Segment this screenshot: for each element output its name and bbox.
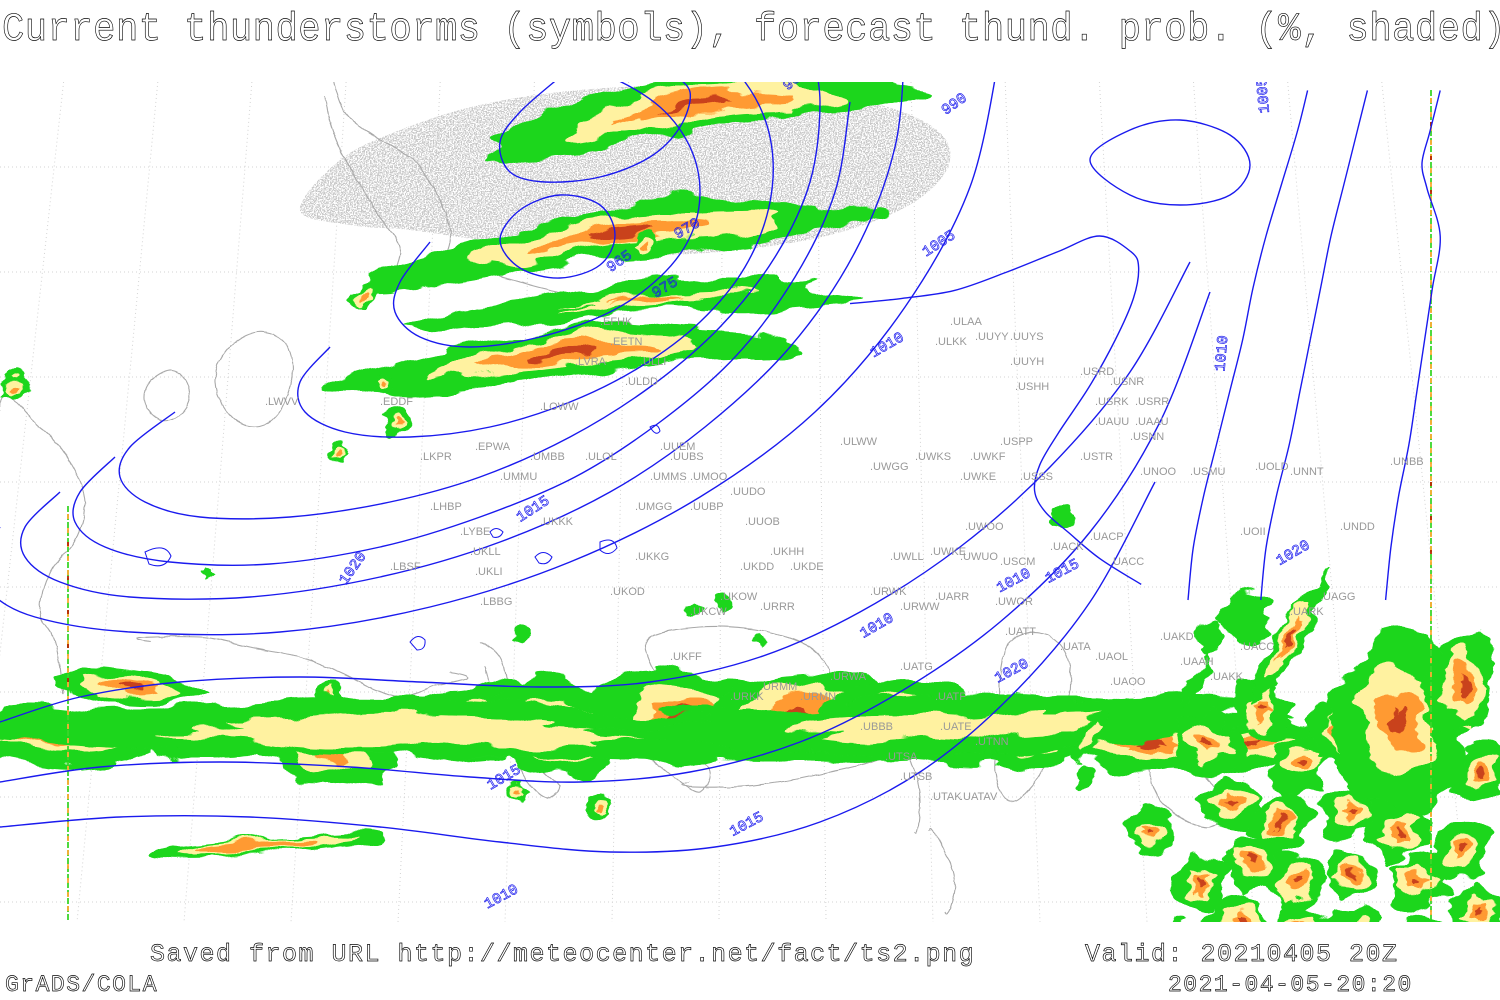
svg-text:.UAUU: .UAUU: [1095, 416, 1129, 428]
svg-text:.URWW: .URWW: [900, 601, 940, 613]
svg-text:.ULKK: .ULKK: [935, 336, 967, 348]
svg-text:.UNDD: .UNDD: [1340, 521, 1375, 533]
svg-text:.UATT: .UATT: [1005, 626, 1036, 638]
svg-text:.UMBB: .UMBB: [530, 451, 565, 463]
svg-text:.ULDD: .ULDD: [625, 376, 658, 388]
svg-text:.UAAH: .UAAH: [1180, 656, 1214, 668]
svg-text:.UUBS: .UUBS: [670, 451, 704, 463]
svg-text:.UAOO: .UAOO: [1110, 676, 1146, 688]
svg-text:.UWKS: .UWKS: [915, 451, 951, 463]
svg-text:.USNN: .USNN: [1130, 431, 1164, 443]
svg-text:.UUBP: .UUBP: [690, 501, 724, 513]
svg-text:.URWA: .URWA: [830, 671, 867, 683]
svg-text:.UUYY: .UUYY: [975, 331, 1009, 343]
svg-text:.UWUO: .UWUO: [960, 551, 998, 563]
svg-text:.UACK: .UACK: [1050, 541, 1084, 553]
svg-text:.UATF: .UATF: [935, 691, 966, 703]
svg-text:1005: 1005: [1254, 82, 1274, 114]
svg-text:.UATAV: .UATAV: [960, 791, 998, 803]
svg-text:.UNNT: .UNNT: [1290, 466, 1324, 478]
svg-text:.UATA: .UATA: [1060, 641, 1091, 653]
svg-text:.USTR: .USTR: [1080, 451, 1113, 463]
svg-text:.EPWA: .EPWA: [475, 441, 511, 453]
svg-text:.ULWW: .ULWW: [840, 436, 878, 448]
svg-text:.UWGG: .UWGG: [870, 461, 909, 473]
svg-text:.LBBG: .LBBG: [480, 596, 512, 608]
svg-text:.UNBB: .UNBB: [1390, 456, 1424, 468]
svg-text:.UKOD: .UKOD: [610, 586, 645, 598]
svg-text:.URRR: .URRR: [760, 601, 795, 613]
svg-text:.UKKG: .UKKG: [635, 551, 669, 563]
svg-text:.UTSB: .UTSB: [900, 771, 932, 783]
svg-text:.UUDO: .UUDO: [730, 486, 766, 498]
svg-text:.UUYH: .UUYH: [1010, 356, 1044, 368]
svg-text:.UMOO: .UMOO: [690, 471, 728, 483]
svg-text:.USNR: .USNR: [1110, 376, 1144, 388]
svg-text:.USHH: .USHH: [1015, 381, 1049, 393]
svg-text:.EETN: .EETN: [610, 336, 642, 348]
svg-text:.UAKD: .UAKD: [1160, 631, 1194, 643]
svg-text:.URMM: .URMM: [760, 681, 797, 693]
svg-text:.UMMS: .UMMS: [650, 471, 687, 483]
svg-text:.UKOW: .UKOW: [720, 591, 758, 603]
svg-text:.UMGG: .UMGG: [635, 501, 672, 513]
svg-text:.UOLD: .UOLD: [1255, 461, 1289, 473]
svg-text:.USPP: .USPP: [1000, 436, 1033, 448]
svg-text:.USRK: .USRK: [1095, 396, 1129, 408]
svg-text:.UWOO: .UWOO: [965, 521, 1004, 533]
svg-text:.ULLI: .ULLI: [640, 356, 666, 368]
svg-text:.UTNN: .UTNN: [975, 736, 1009, 748]
svg-text:.URWK: .URWK: [870, 586, 907, 598]
svg-text:.LYBE: .LYBE: [460, 526, 490, 538]
svg-text:.UACP: .UACP: [1090, 531, 1124, 543]
svg-text:.EFHK: .EFHK: [600, 316, 633, 328]
svg-text:.UBBB: .UBBB: [860, 721, 893, 733]
svg-text:.USSS: .USSS: [1020, 471, 1053, 483]
svg-text:.USMU: .USMU: [1190, 466, 1226, 478]
svg-text:.ULOL: .ULOL: [585, 451, 617, 463]
svg-text:.UWKF: .UWKF: [970, 451, 1006, 463]
svg-text:.EDDF: .EDDF: [380, 396, 413, 408]
svg-text:.ULAA: .ULAA: [950, 316, 982, 328]
svg-text:.UAAU: .UAAU: [1135, 416, 1169, 428]
svg-text:.UACC: .UACC: [1110, 556, 1144, 568]
svg-text:.UKLL: .UKLL: [470, 546, 501, 558]
svg-text:.UKDE: .UKDE: [790, 561, 824, 573]
svg-text:.UUOB: .UUOB: [745, 516, 780, 528]
svg-text:.LWVV: .LWVV: [265, 396, 299, 408]
svg-text:1010: 1010: [1212, 335, 1232, 372]
svg-text:.UUYS: .UUYS: [1010, 331, 1044, 343]
svg-text:.LBSF: .LBSF: [390, 561, 421, 573]
svg-text:.UARK: .UARK: [1290, 606, 1324, 618]
svg-text:.USCM: .USCM: [1000, 556, 1035, 568]
svg-text:.LOWW: .LOWW: [540, 401, 579, 413]
svg-text:.URMN: .URMN: [800, 691, 836, 703]
svg-text:.UNOO: .UNOO: [1140, 466, 1177, 478]
svg-text:.UWKE: .UWKE: [960, 471, 996, 483]
svg-text:.UAGG: .UAGG: [1320, 591, 1355, 603]
svg-text:.UAKK: .UAKK: [1210, 671, 1244, 683]
svg-text:.UTAK: .UTAK: [930, 791, 962, 803]
svg-text:.LHBP: .LHBP: [430, 501, 462, 513]
svg-text:.UKKK: .UKKK: [540, 516, 574, 528]
svg-text:.UKHH: .UKHH: [770, 546, 804, 558]
svg-text:.UATE: .UATE: [940, 721, 972, 733]
svg-text:.UWOR: .UWOR: [995, 596, 1033, 608]
svg-text:.UKLI: .UKLI: [475, 566, 503, 578]
svg-text:.USRR: .USRR: [1135, 396, 1169, 408]
svg-text:.UAOL: .UAOL: [1095, 651, 1128, 663]
svg-text:.UATG: .UATG: [900, 661, 933, 673]
svg-text:.LVRA: .LVRA: [575, 356, 607, 368]
svg-text:.UKCW: .UKCW: [690, 606, 727, 618]
svg-text:.UKFF: .UKFF: [670, 651, 702, 663]
svg-text:.LKPR: .LKPR: [420, 451, 452, 463]
svg-text:.UMMU: .UMMU: [500, 471, 537, 483]
svg-text:.UACC: .UACC: [1240, 641, 1274, 653]
svg-text:.UOII: .UOII: [1240, 526, 1266, 538]
svg-text:.UKDD: .UKDD: [740, 561, 774, 573]
svg-text:.UARR: .UARR: [935, 591, 969, 603]
svg-text:.UWLL: .UWLL: [890, 551, 924, 563]
svg-text:.UTSA: .UTSA: [885, 751, 918, 763]
svg-text:.USRD: .USRD: [1080, 366, 1114, 378]
